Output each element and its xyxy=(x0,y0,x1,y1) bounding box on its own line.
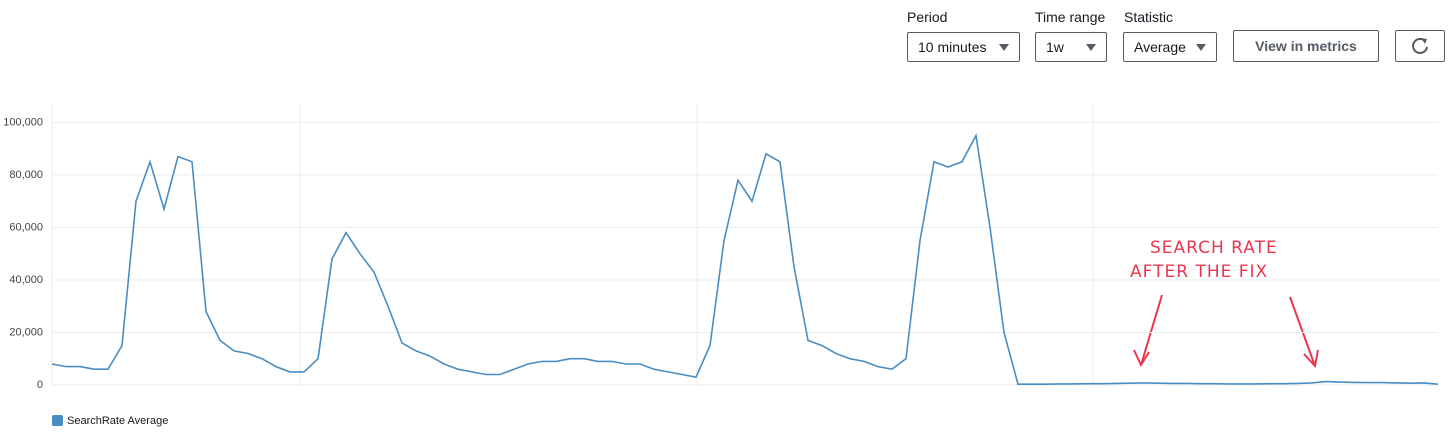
range-label: Time range xyxy=(1035,9,1106,25)
refresh-icon xyxy=(1412,38,1428,54)
statistic-select[interactable]: Average xyxy=(1123,32,1217,62)
legend-swatch xyxy=(52,415,63,426)
legend-label: SearchRate Average xyxy=(67,415,168,427)
statistic-label: Statistic xyxy=(1124,9,1174,25)
y-tick-label: 20,000 xyxy=(9,326,43,338)
annotation: AFTER THE FIX xyxy=(1130,262,1268,282)
view-in-metrics-button[interactable]: View in metrics xyxy=(1233,30,1379,62)
y-tick-label: 60,000 xyxy=(9,221,43,233)
period-select[interactable]: 10 minutes xyxy=(907,32,1020,62)
y-tick-label: 80,000 xyxy=(9,169,43,181)
y-tick-label: 0 xyxy=(37,379,43,391)
annotation-arrows xyxy=(1133,294,1319,369)
annotation: SEARCH RATE xyxy=(1150,238,1278,258)
refresh-button[interactable] xyxy=(1395,30,1445,62)
range-select[interactable]: 1w xyxy=(1035,32,1107,62)
period-label: Period xyxy=(907,9,948,25)
y-tick-label: 40,000 xyxy=(9,274,43,286)
line-series xyxy=(51,132,1439,385)
y-tick-label: 100,000 xyxy=(3,116,43,128)
